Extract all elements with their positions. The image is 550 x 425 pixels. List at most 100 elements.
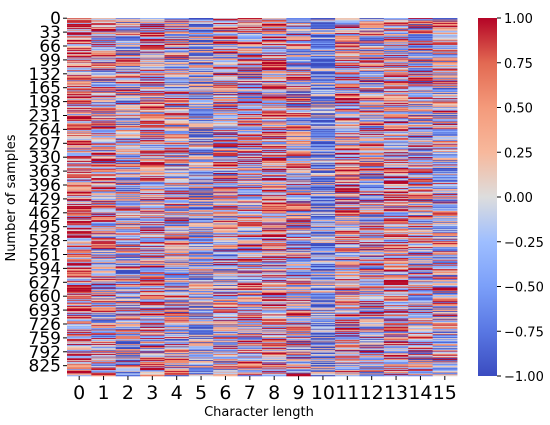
heatmap-cell xyxy=(188,101,214,103)
heatmap-cell xyxy=(213,196,239,198)
heatmap-cell xyxy=(140,194,165,197)
heatmap-cell xyxy=(310,76,336,79)
heatmap-cell xyxy=(262,135,287,137)
heatmap-cell xyxy=(67,36,92,38)
heatmap-cell xyxy=(213,100,239,102)
heatmap-cell xyxy=(140,163,165,165)
heatmap-cell xyxy=(140,217,165,219)
heatmap-cell xyxy=(115,96,141,98)
heatmap-cell xyxy=(310,56,336,58)
heatmap-cell xyxy=(91,328,117,330)
heatmap-cell xyxy=(286,228,312,230)
heatmap-cell xyxy=(91,210,117,212)
heatmap-cell xyxy=(115,242,141,244)
heatmap-cell xyxy=(262,228,287,230)
heatmap-cell xyxy=(213,240,239,242)
heatmap-cell xyxy=(188,111,214,113)
heatmap-cell xyxy=(213,326,239,328)
heatmap-cell xyxy=(188,132,214,134)
heatmap-cell xyxy=(140,82,165,84)
heatmap-cell xyxy=(310,172,336,175)
heatmap-cell xyxy=(115,347,141,349)
heatmap-cell xyxy=(237,144,263,146)
heatmap-cell xyxy=(115,43,141,45)
heatmap-cell xyxy=(310,322,336,325)
heatmap-cell xyxy=(140,242,165,245)
heatmap-cell xyxy=(67,163,92,165)
heatmap-cell xyxy=(115,25,141,27)
heatmap-cell xyxy=(310,338,336,340)
heatmap-cell xyxy=(67,142,92,144)
heatmap-cell xyxy=(310,20,336,22)
heatmap-cell xyxy=(335,69,360,71)
heatmap-cell xyxy=(335,162,360,164)
heatmap-cell xyxy=(188,78,214,80)
heatmap-cell xyxy=(115,18,141,20)
heatmap-cell xyxy=(91,190,117,192)
heatmap-cell xyxy=(262,183,287,185)
heatmap-cell xyxy=(188,195,214,197)
heatmap-cell xyxy=(91,39,117,42)
heatmap-cell xyxy=(237,33,263,35)
heatmap-cell xyxy=(164,269,190,271)
heatmap-cell xyxy=(286,155,312,157)
heatmap-cell xyxy=(286,299,312,301)
heatmap-cell xyxy=(188,155,214,157)
heatmap-cell xyxy=(335,70,360,72)
heatmap-cell xyxy=(335,136,360,138)
heatmap-cell xyxy=(67,108,92,110)
heatmap-cell xyxy=(91,345,117,347)
heatmap-cell xyxy=(262,75,287,77)
heatmap-cell xyxy=(237,124,263,126)
heatmap-cell xyxy=(115,228,141,230)
heatmap-cell xyxy=(91,40,117,42)
heatmap-cell xyxy=(213,114,239,117)
heatmap-cell xyxy=(310,361,336,363)
heatmap-cell xyxy=(115,283,141,285)
heatmap-cell xyxy=(262,243,287,245)
heatmap-cell xyxy=(164,114,190,116)
heatmap-cell xyxy=(115,95,141,97)
heatmap-cell xyxy=(213,18,239,20)
heatmap-cell xyxy=(237,23,263,25)
heatmap-cell xyxy=(262,373,287,375)
heatmap-cell xyxy=(188,82,214,84)
heatmap-cell xyxy=(286,124,312,126)
heatmap-cell xyxy=(91,110,117,112)
heatmap-cell xyxy=(115,86,141,88)
heatmap-cell xyxy=(310,325,336,327)
heatmap-cell xyxy=(67,42,92,44)
heatmap-cell xyxy=(67,140,92,143)
heatmap-cell xyxy=(262,203,287,205)
heatmap-cell xyxy=(115,173,141,175)
heatmap-cell xyxy=(286,247,312,250)
heatmap-cell xyxy=(237,249,263,251)
heatmap-cell xyxy=(140,61,165,63)
heatmap-cell xyxy=(115,360,141,362)
heatmap-cell xyxy=(188,255,214,257)
heatmap-cell xyxy=(262,375,287,377)
heatmap-cell xyxy=(140,52,165,54)
heatmap-cell xyxy=(188,34,214,36)
heatmap-cell xyxy=(335,282,360,284)
heatmap-cell xyxy=(91,107,117,109)
heatmap-cell xyxy=(67,86,92,88)
heatmap-cell xyxy=(164,24,190,26)
heatmap-cell xyxy=(115,98,141,100)
heatmap-cell xyxy=(213,375,239,377)
heatmap-cell xyxy=(188,29,214,31)
heatmap-cell xyxy=(335,261,360,263)
heatmap-cell xyxy=(310,189,336,191)
heatmap-cell xyxy=(237,223,263,225)
heatmap-cell xyxy=(140,186,165,188)
heatmap-cell xyxy=(213,210,239,213)
heatmap-cell xyxy=(237,343,263,346)
heatmap-cell xyxy=(140,333,165,336)
heatmap-cell xyxy=(262,137,287,139)
heatmap-cell xyxy=(188,326,214,328)
heatmap-cell xyxy=(115,343,141,346)
heatmap-cell xyxy=(286,327,312,330)
heatmap-cell xyxy=(188,54,214,56)
heatmap-cell xyxy=(140,368,165,370)
heatmap-cell xyxy=(335,80,360,82)
